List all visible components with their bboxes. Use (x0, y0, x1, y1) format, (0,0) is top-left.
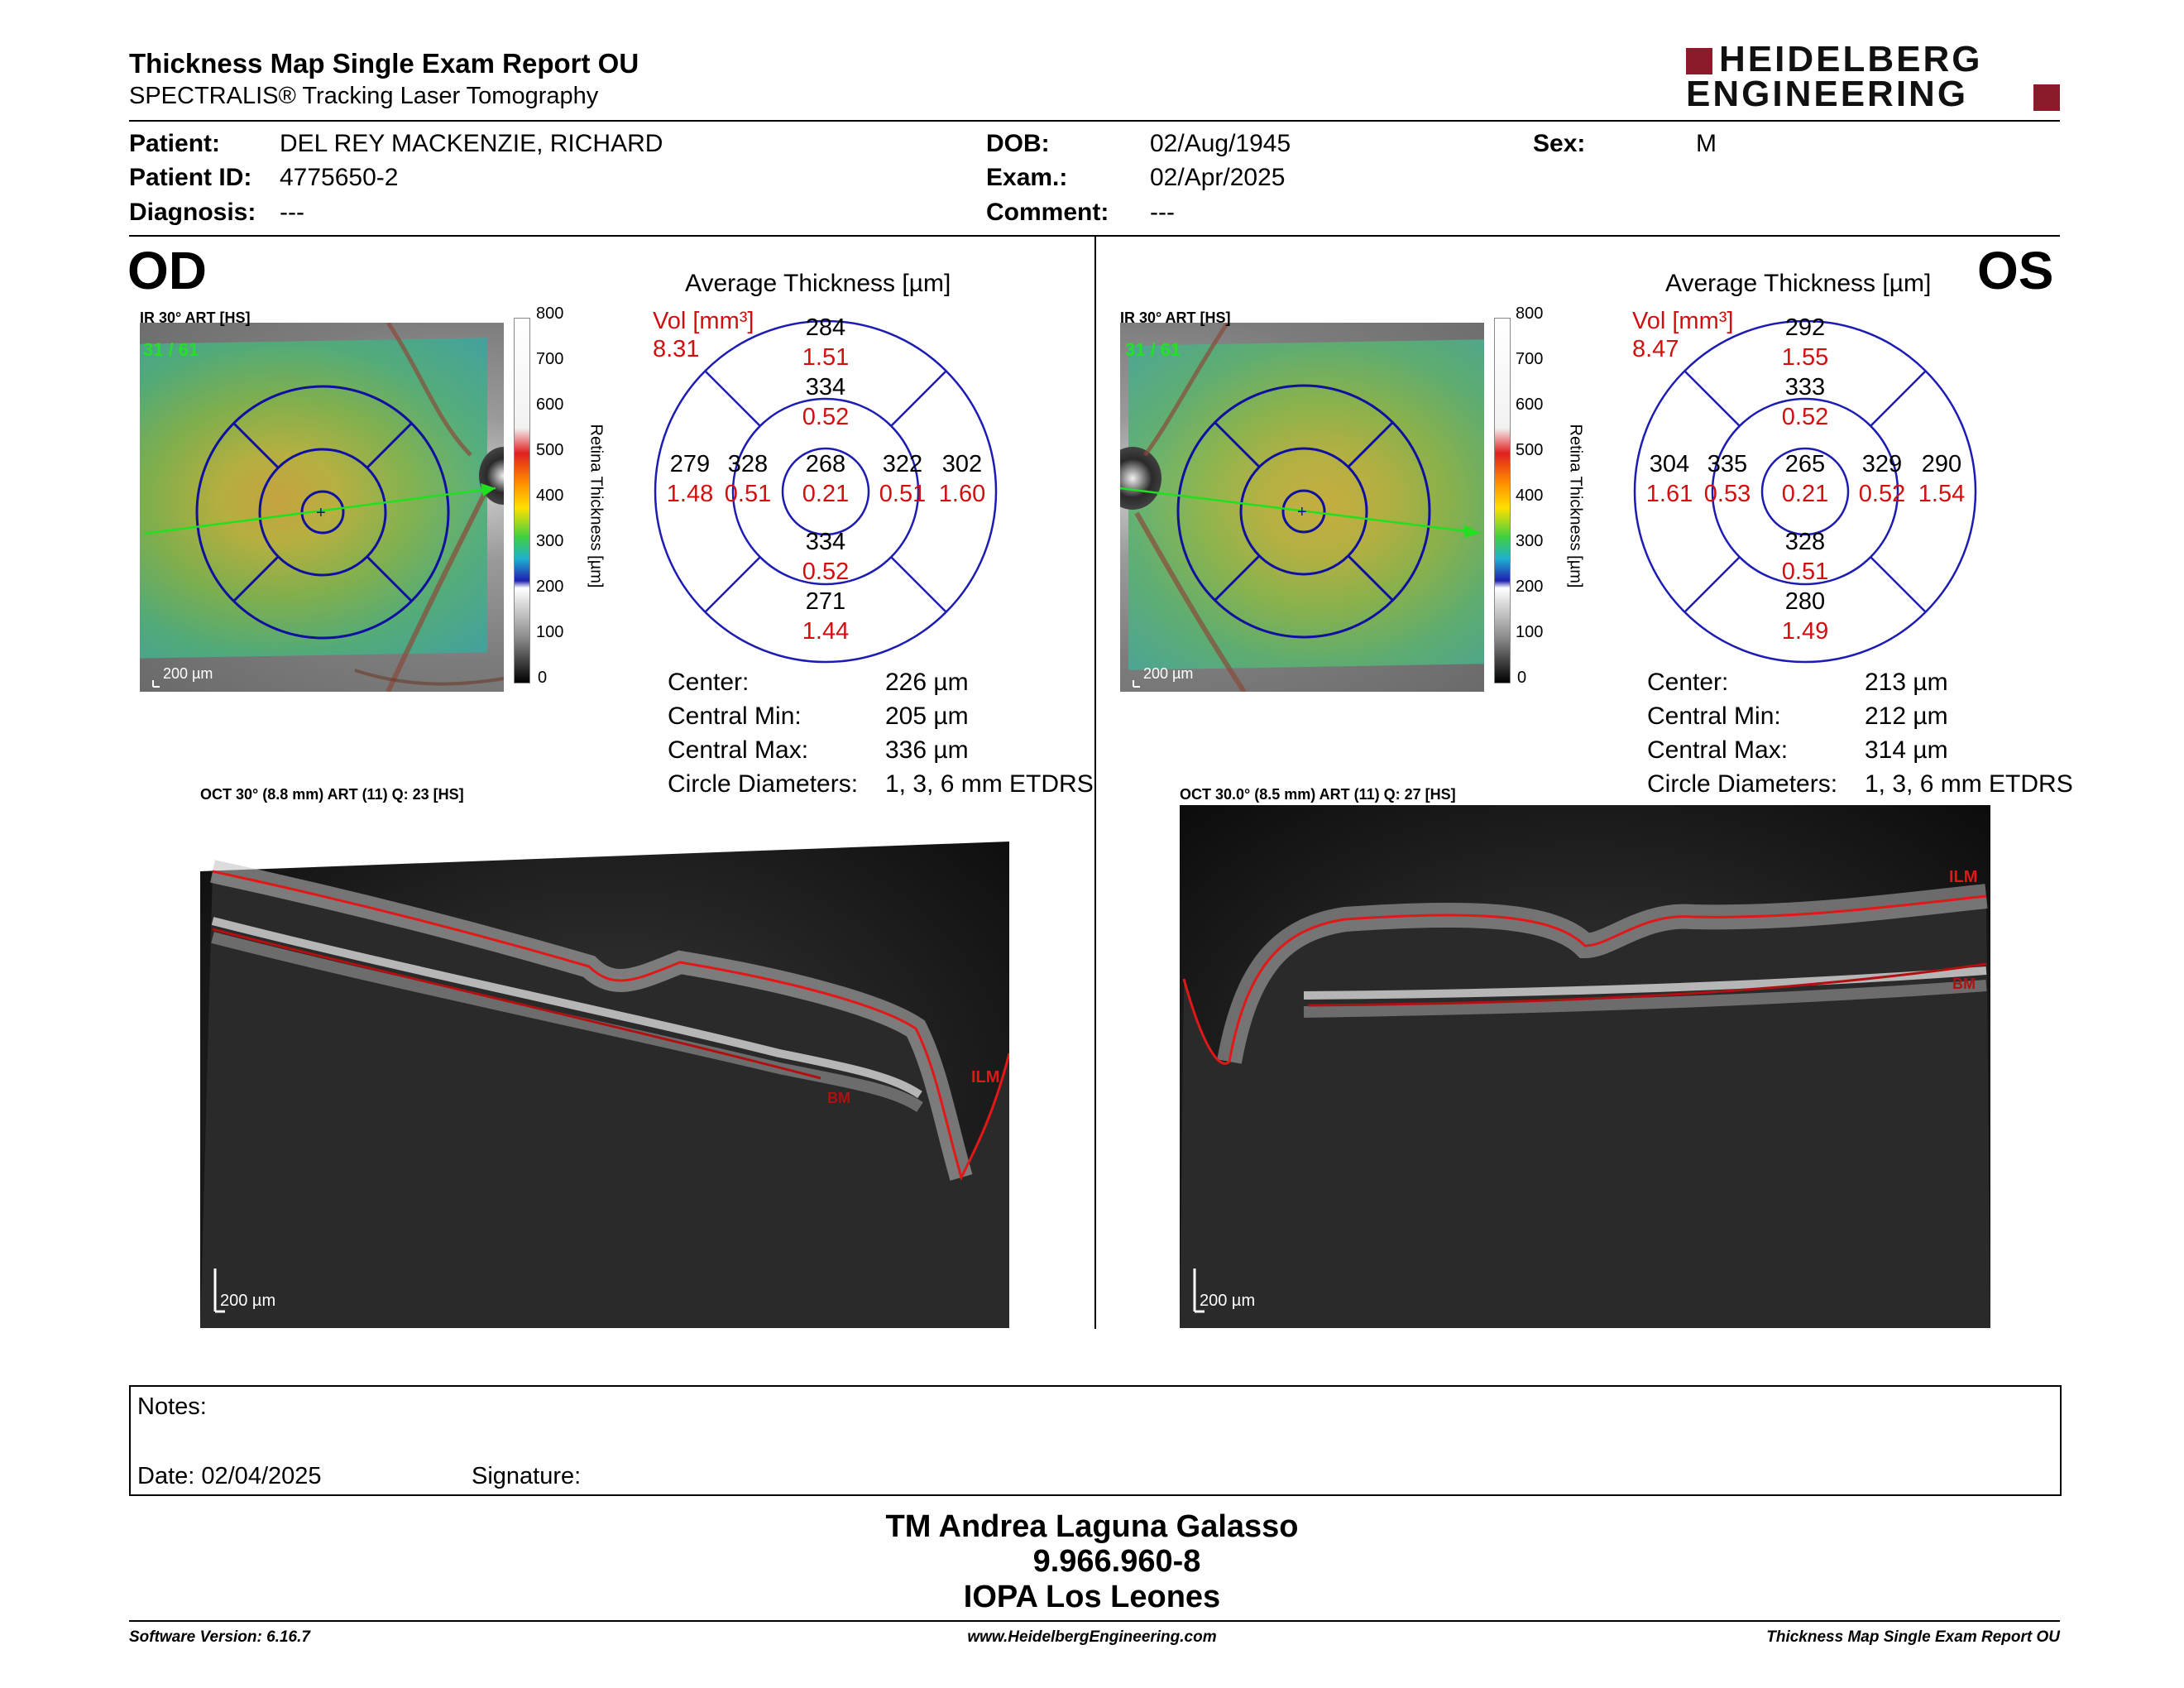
os-ir-label: IR 30° ART [HS] (1120, 309, 1231, 326)
od-vol-label: Vol [mm³] (653, 308, 754, 334)
os-outer-superior: 292 1.55 (1781, 314, 1829, 371)
od-metric-min-value: 205 µm (885, 703, 969, 730)
od-inner-inferior: 334 0.52 (802, 529, 850, 585)
os-metric-center-label: Center: (1647, 669, 1729, 696)
od-metric-circle-label: Circle Diameters: (668, 770, 859, 798)
os-metric-circle-label: Circle Diameters: (1647, 770, 1838, 798)
heidelberg-logo: HEIDELBERG ENGINEERING (1686, 41, 2060, 116)
os-metric-circle-value: 1, 3, 6 mm ETDRS (1865, 770, 2073, 798)
od-outer-temporal: 279 1.48 (666, 451, 714, 507)
od-colorbar (514, 318, 530, 683)
exam-label: Exam.: (986, 164, 1068, 191)
od-outer-superior: 284 1.51 (802, 314, 850, 371)
patient-label: Patient: (129, 130, 221, 157)
report-title: Thickness Map Single Exam Report OU (129, 48, 639, 79)
od-ilm-label: ILM (971, 1068, 1000, 1086)
os-outer-temporal: 290 1.54 (1918, 451, 1966, 507)
os-inner-temporal: 329 0.52 (1858, 451, 1906, 507)
exam-date: 02/Apr/2025 (1150, 164, 1286, 191)
diagnosis-value: --- (280, 199, 304, 226)
os-metric-center-value: 213 µm (1865, 669, 1948, 696)
os-scan-counter: 31 / 61 (1125, 339, 1181, 360)
footer-report-name: Thickness Map Single Exam Report OU (1766, 1628, 2060, 1646)
os-metric-min-label: Central Min: (1647, 703, 1781, 730)
os-center: 265 0.21 (1781, 451, 1829, 507)
os-eye-label: OS (1977, 241, 2054, 300)
od-outer-nasal: 302 1.60 (938, 451, 986, 507)
os-inner-superior: 333 0.52 (1781, 374, 1829, 430)
signer-name: TM Andrea Laguna Galasso (885, 1509, 1299, 1544)
od-inner-temporal: 328 0.51 (724, 451, 772, 507)
signer-id: 9.966.960-8 (1032, 1544, 1201, 1579)
os-vol-value: 8.47 (1632, 336, 1679, 362)
os-oct-bscan: ILM BM 200 µm (1180, 805, 1990, 1328)
os-vol-label: Vol [mm³] (1632, 308, 1734, 334)
os-etdrs-grid (1633, 319, 1977, 664)
notes-box[interactable]: Notes: Date: 02/04/2025 Signature: (129, 1385, 2062, 1496)
od-metric-center-label: Center: (668, 669, 750, 696)
od-etdrs-grid (654, 319, 998, 664)
od-metric-center-value: 226 µm (885, 669, 969, 696)
os-avg-title: Average Thickness [µm] (1665, 270, 1932, 297)
os-colorbar-title: Retina Thickness [µm] (1566, 424, 1585, 588)
dob-value: 02/Aug/1945 (1150, 130, 1291, 157)
od-bm-label: BM (827, 1090, 850, 1106)
os-bm-label: BM (1952, 976, 1976, 992)
notes-label: Notes: (137, 1393, 207, 1420)
od-inner-nasal: 322 0.51 (879, 451, 927, 507)
od-metric-max-value: 336 µm (885, 736, 969, 764)
od-avg-title: Average Thickness [µm] (685, 270, 951, 297)
od-metric-max-label: Central Max: (668, 736, 809, 764)
od-oct-scale: 200 µm (220, 1292, 276, 1310)
patient-name: DEL REY MACKENZIE, RICHARD (280, 130, 663, 157)
os-colorbar (1494, 318, 1511, 683)
os-metric-max-label: Central Max: (1647, 736, 1789, 764)
diagnosis-label: Diagnosis: (129, 199, 256, 226)
od-colorbar-ticks: 800 700 600 500 400 300 200 100 0 (536, 305, 564, 687)
eye-divider (1094, 237, 1096, 1329)
od-fundus-scale: 200 µm (163, 665, 213, 682)
os-outer-nasal: 304 1.61 (1645, 451, 1693, 507)
patient-id-label: Patient ID: (129, 164, 252, 191)
od-inner-superior: 334 0.52 (802, 374, 850, 430)
dob-label: DOB: (986, 130, 1050, 157)
os-oct-label: OCT 30.0° (8.5 mm) ART (11) Q: 27 [HS] (1180, 786, 1456, 803)
od-metric-circle-value: 1, 3, 6 mm ETDRS (885, 770, 1094, 798)
software-version: Software Version: 6.16.7 (129, 1628, 310, 1646)
comment-label: Comment: (986, 199, 1109, 226)
od-scan-counter: 31 / 61 (143, 339, 199, 360)
os-inner-inferior: 328 0.51 (1781, 529, 1829, 585)
od-fundus-image: + 200 µm 31 / 61 (140, 323, 504, 692)
report-subtitle: SPECTRALIS® Tracking Laser Tomography (129, 83, 599, 109)
od-vol-value: 8.31 (653, 336, 700, 362)
signature-label: Signature: (472, 1463, 582, 1489)
svg-text:+: + (1297, 503, 1307, 521)
os-fundus-scale: 200 µm (1143, 665, 1194, 682)
os-colorbar-ticks: 800 700 600 500 400 300 200 100 0 (1516, 305, 1544, 687)
footer-website[interactable]: www.HeidelbergEngineering.com (967, 1628, 1217, 1646)
od-colorbar-title: Retina Thickness [µm] (587, 424, 606, 588)
od-oct-bscan: ILM BM 200 µm (200, 805, 1009, 1328)
os-ilm-label: ILM (1949, 868, 1978, 886)
od-metric-min-label: Central Min: (668, 703, 802, 730)
od-ir-label: IR 30° ART [HS] (140, 309, 251, 326)
os-fundus-image: + 200 µm 31 / 61 (1120, 323, 1484, 692)
os-metric-min-value: 212 µm (1865, 703, 1948, 730)
comment-value: --- (1150, 199, 1175, 226)
patient-id: 4775650-2 (280, 164, 399, 191)
notes-date: Date: 02/04/2025 (137, 1463, 322, 1489)
os-inner-nasal: 335 0.53 (1703, 451, 1751, 507)
od-center: 268 0.21 (802, 451, 850, 507)
os-outer-inferior: 280 1.49 (1781, 588, 1829, 645)
od-oct-label: OCT 30° (8.8 mm) ART (11) Q: 23 [HS] (200, 786, 464, 803)
os-metric-max-value: 314 µm (1865, 736, 1948, 764)
os-oct-scale: 200 µm (1200, 1292, 1256, 1310)
signer-clinic: IOPA Los Leones (963, 1580, 1221, 1614)
od-eye-label: OD (127, 241, 207, 300)
od-outer-inferior: 271 1.44 (802, 588, 850, 645)
sex-label: Sex: (1533, 130, 1586, 157)
svg-text:+: + (316, 504, 326, 522)
sex-value: M (1696, 130, 1717, 157)
